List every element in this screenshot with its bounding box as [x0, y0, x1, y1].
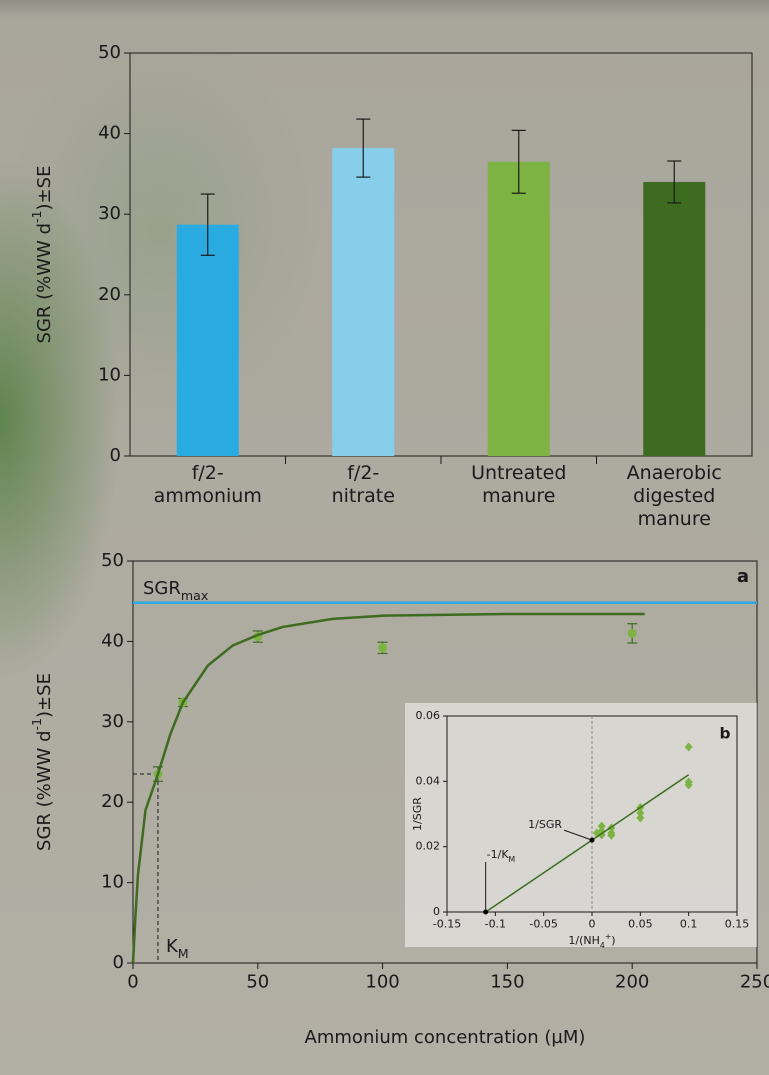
y-tick-label: 40	[101, 630, 124, 651]
inset-background	[405, 703, 757, 947]
annotation-point	[483, 909, 489, 915]
y-axis-label-part: SGR (%WW d	[34, 223, 55, 343]
point	[597, 821, 606, 831]
x-tick-label: Untreated manure	[471, 462, 567, 507]
annotation-leader	[563, 829, 593, 841]
annotation-part: M	[509, 855, 516, 864]
sgr-max-label: SGRmax	[143, 578, 209, 603]
x-tick-label: 0.1	[680, 917, 698, 930]
y-axis-label-part: -1	[29, 210, 44, 223]
x-axis-label-part: 1/(NH	[568, 934, 600, 947]
x-axis-label: 1/(NH4+)	[568, 932, 615, 950]
km-label: KM	[166, 936, 189, 961]
panel-label: a	[737, 566, 749, 587]
error-bar	[356, 118, 371, 178]
x-tick-label: 250	[740, 972, 769, 993]
x-tick-label: -0.15	[433, 917, 461, 930]
fit-line	[131, 612, 645, 964]
x-tick-label: 200	[615, 972, 649, 993]
x-tick-label: f/2-ammonium	[153, 462, 262, 507]
y-axis-label-part: )±SE	[34, 166, 55, 211]
x-tick-label: 0	[589, 917, 596, 930]
x-tick-label: 0.05	[628, 917, 653, 930]
y-tick-label: 20	[98, 284, 121, 305]
km-label-part: M	[178, 946, 189, 961]
point	[378, 643, 388, 653]
point	[627, 628, 637, 638]
sgr-max-label-part: SGR	[143, 578, 181, 599]
point	[636, 808, 645, 818]
x-axis-label-part: 4	[600, 941, 605, 950]
fit-line	[485, 774, 690, 913]
error-bar	[200, 193, 215, 256]
y-axis-label-part: SGR (%WW d	[34, 730, 55, 850]
panel-label: b	[719, 725, 730, 743]
y-tick-label: 0.06	[416, 709, 441, 722]
y-tick-label: 0	[110, 445, 121, 466]
x-tick-label: -0.05	[529, 917, 557, 930]
bar	[487, 161, 550, 456]
x-axis-label: Ammonium concentration (µM)	[305, 1027, 586, 1048]
x-tick-label: 100	[365, 972, 399, 993]
y-tick-label: 0	[433, 905, 440, 918]
x-tick-label: -0.1	[485, 917, 506, 930]
y-tick-label: 10	[101, 872, 124, 893]
annotation: -1/KM	[487, 848, 516, 864]
y-axis-label-part: -1	[29, 718, 44, 731]
y-tick-label: 10	[98, 364, 121, 385]
point	[636, 813, 645, 823]
x-axis-label-part: +	[605, 932, 611, 941]
y-axis-label: SGR (%WW d-1)±SE	[29, 166, 55, 344]
y-axis-label-part: )±SE	[34, 673, 55, 718]
x-tick-label: 0.15	[725, 917, 750, 930]
point	[684, 780, 693, 790]
bar	[643, 181, 706, 456]
x-tick-label: 50	[246, 972, 269, 993]
x-axis-label-part: )	[611, 934, 615, 947]
point	[607, 830, 616, 840]
y-tick-label: 0.02	[416, 840, 441, 853]
y-tick-label: 50	[98, 42, 121, 63]
sgr-max-label-part: max	[181, 588, 209, 603]
annotation-point	[589, 837, 595, 843]
x-tick-label: f/2-nitrate	[331, 462, 395, 507]
bar	[176, 224, 239, 456]
y-tick-label: 20	[101, 791, 124, 812]
point	[684, 742, 693, 752]
annotation-part: 1/SGR	[528, 818, 562, 831]
y-tick-label: 30	[98, 203, 121, 224]
km-label-part: K	[166, 936, 179, 957]
error-bar	[667, 160, 682, 204]
y-tick-label: 50	[101, 550, 124, 571]
y-tick-label: 30	[101, 711, 124, 732]
x-tick-label: 150	[490, 972, 524, 993]
y-axis-label: SGR (%WW d-1)±SE	[29, 673, 55, 851]
annotation-part: -1/K	[487, 848, 510, 861]
y-tick-label: 40	[98, 123, 121, 144]
y-tick-label: 0.04	[416, 774, 441, 787]
x-tick-label: Anaerobic digested manure	[626, 462, 722, 530]
error-bar	[511, 129, 526, 194]
annotation: 1/SGR	[528, 818, 562, 831]
bar	[332, 148, 395, 456]
y-axis-label: 1/SGR	[411, 797, 424, 831]
y-tick-label: 0	[113, 952, 124, 973]
x-tick-label: 0	[127, 972, 138, 993]
